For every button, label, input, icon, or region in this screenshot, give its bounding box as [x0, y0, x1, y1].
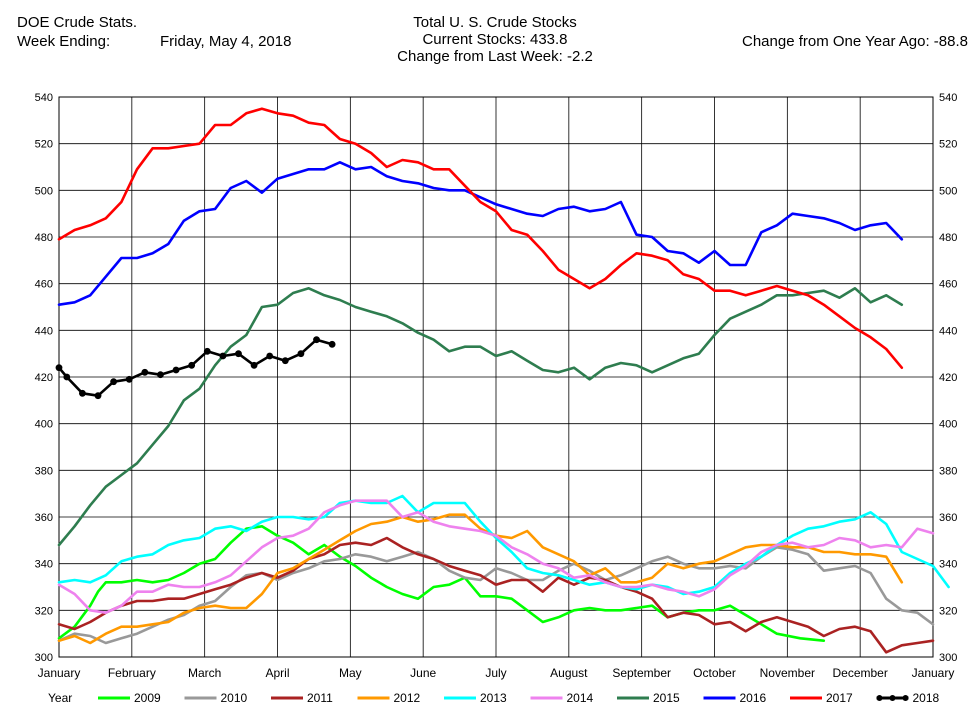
series-point-2018 [188, 361, 196, 369]
y-tick-label-right: 420 [939, 372, 957, 384]
series-line-2017 [57, 107, 904, 370]
series-line-2012 [57, 513, 904, 645]
week-date: Friday, May 4, 2018 [160, 33, 292, 50]
x-tick-label: December [832, 666, 887, 680]
series-point-2018 [125, 375, 133, 383]
y-tick-label-right: 460 [939, 279, 957, 291]
legend-label-2012: 2012 [394, 691, 421, 705]
legend-title: Year [48, 691, 72, 705]
series-point-2018 [94, 392, 102, 400]
y-tick-label-left: 400 [35, 419, 53, 431]
y-tick-label-left: 520 [35, 139, 53, 151]
y-tick-label-right: 520 [939, 139, 957, 151]
y-tick-label-left: 500 [35, 185, 53, 197]
change-from-one-year-ago: Change from One Year Ago: -88.8 [742, 33, 968, 50]
legend-label-2017: 2017 [826, 691, 853, 705]
series-point-2018 [219, 352, 227, 360]
y-tick-label-right: 380 [939, 465, 957, 477]
y-tick-label-right: 300 [939, 652, 957, 664]
x-tick-label: February [108, 666, 156, 680]
y-tick-label-left: 460 [35, 279, 53, 291]
y-tick-label-right: 320 [939, 605, 957, 617]
series-line-2015 [57, 286, 904, 547]
series-line-2010 [57, 545, 935, 645]
y-tick-label-left: 480 [35, 232, 53, 244]
legend-label-2016: 2016 [740, 691, 767, 705]
x-tick-label: April [265, 666, 289, 680]
series-point-2018 [141, 368, 149, 376]
x-tick-label: November [760, 666, 815, 680]
series-point-2018 [157, 371, 164, 379]
x-tick-label: January [38, 666, 81, 680]
series-point-2018 [266, 352, 274, 360]
legend-label-2009: 2009 [134, 691, 161, 705]
x-tick-label: July [485, 666, 506, 680]
y-tick-label-left: 300 [35, 652, 53, 664]
series-point-2018 [235, 350, 242, 358]
y-tick-label-right: 400 [939, 419, 957, 431]
source-label: DOE Crude Stats. [17, 14, 138, 31]
y-tick-label-left: 360 [35, 512, 53, 524]
x-tick-label: October [693, 666, 736, 680]
series-point-2018 [63, 373, 71, 381]
series-point-2018 [172, 366, 180, 374]
y-tick-label-left: 440 [35, 325, 53, 337]
legend-marker-2018 [876, 695, 883, 701]
week-label: Week Ending: [17, 33, 111, 50]
y-tick-label-left: 420 [35, 372, 53, 384]
x-tick-label: September [612, 666, 671, 680]
legend-label-2013: 2013 [480, 691, 507, 705]
x-tick-label: January [912, 666, 955, 680]
x-tick-label: August [550, 666, 588, 680]
series-point-2018 [250, 361, 258, 369]
y-tick-label-right: 360 [939, 512, 957, 524]
x-tick-label: March [188, 666, 221, 680]
legend-label-2010: 2010 [221, 691, 248, 705]
x-tick-label: May [339, 666, 362, 680]
y-tick-label-left: 540 [35, 92, 53, 104]
change-from-last-week: Change from Last Week: -2.2 [397, 48, 593, 65]
series-point-2018 [79, 389, 86, 397]
series-point-2018 [55, 364, 63, 372]
y-tick-label-right: 480 [939, 232, 957, 244]
y-tick-label-right: 540 [939, 92, 957, 104]
series-point-2018 [281, 357, 289, 365]
series-point-2018 [297, 350, 305, 358]
legend-marker-2018 [902, 695, 909, 701]
y-tick-label-left: 340 [35, 559, 53, 571]
y-tick-label-right: 440 [939, 325, 957, 337]
legend-marker-2018 [889, 695, 896, 701]
chart-title: Total U. S. Crude Stocks [413, 14, 577, 31]
series-point-2018 [110, 378, 118, 386]
y-tick-label-right: 500 [939, 185, 957, 197]
y-tick-label-right: 340 [939, 559, 957, 571]
y-tick-label-left: 320 [35, 605, 53, 617]
series-point-2018 [203, 347, 211, 355]
current-stocks: Current Stocks: 433.8 [422, 31, 568, 48]
legend-label-2015: 2015 [653, 691, 680, 705]
series-line-2013 [57, 494, 950, 596]
series-line-2016 [57, 161, 904, 307]
series-line-2014 [57, 499, 935, 615]
series-line-2011 [57, 536, 935, 654]
legend-label-2011: 2011 [307, 691, 333, 705]
x-tick-label: June [410, 666, 436, 680]
legend-label-2014: 2014 [567, 691, 594, 705]
legend-label-2018: 2018 [913, 691, 940, 705]
y-tick-label-left: 380 [35, 465, 53, 477]
series-point-2018 [313, 336, 320, 344]
chart-title-block: Total U. S. Crude Stocks Current Stocks:… [300, 14, 690, 65]
series-point-2018 [328, 340, 336, 348]
